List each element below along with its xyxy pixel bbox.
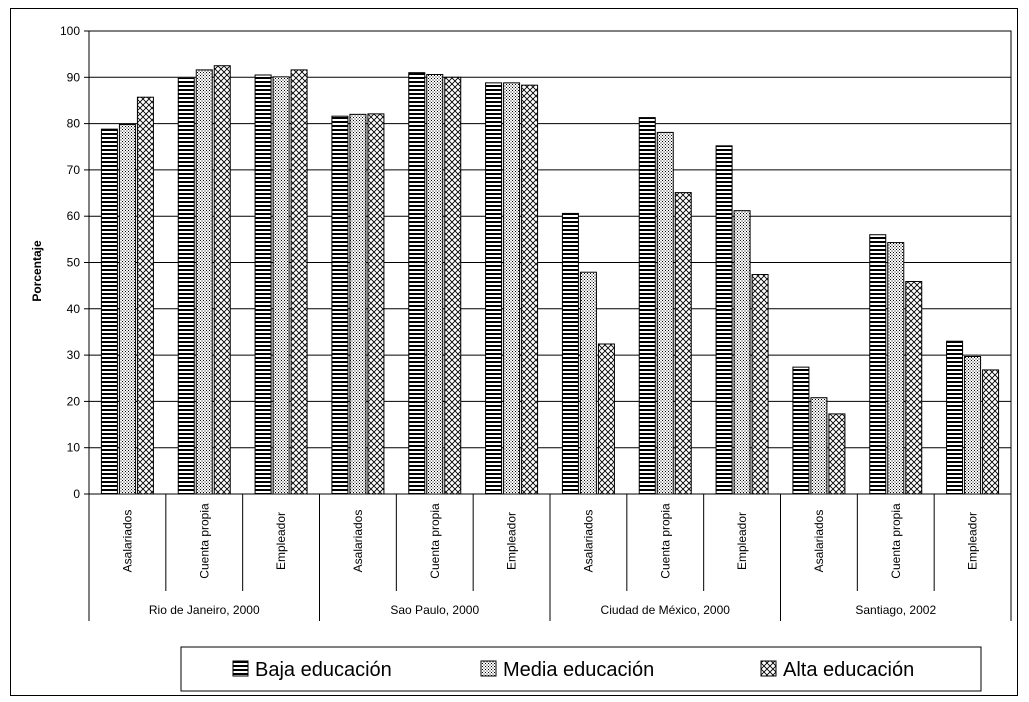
category-label: Asalariados <box>120 510 134 573</box>
y-tick-label: 90 <box>67 70 81 84</box>
category-label: Asalariados <box>581 510 595 573</box>
bar <box>349 113 367 495</box>
category-label: Asalariados <box>812 510 826 573</box>
bar <box>290 69 308 495</box>
y-tick-label: 0 <box>73 487 80 501</box>
bar <box>254 74 272 495</box>
bar <box>946 340 964 495</box>
category-label: Empleador <box>274 512 288 570</box>
bar <box>521 84 539 495</box>
bar <box>444 76 462 495</box>
y-tick-label: 70 <box>67 163 81 177</box>
bar <box>751 274 769 495</box>
bar <box>869 234 887 495</box>
bar <box>828 413 846 495</box>
group-label: Sao Paulo, 2000 <box>390 603 479 617</box>
bar <box>100 128 118 495</box>
bar <box>715 145 733 495</box>
group-label: Santiago, 2002 <box>855 603 936 617</box>
bar <box>503 82 521 495</box>
legend-swatch <box>232 660 249 677</box>
legend: Baja educación Media educación Alta educac… <box>180 646 982 692</box>
legend-box <box>180 646 982 692</box>
category-label: Asalariados <box>351 510 365 573</box>
bar <box>792 366 810 495</box>
bar <box>118 124 136 495</box>
y-tick-label: 20 <box>67 394 81 408</box>
bar <box>561 212 579 495</box>
bar <box>213 65 231 495</box>
y-axis-title: Porcentaje <box>30 240 44 302</box>
category-label: Cuenta propia <box>658 503 672 579</box>
category-label: Cuenta propia <box>889 503 903 579</box>
bar <box>579 271 597 495</box>
axis-labels: 0 10 20 30 40 50 60 70 80 90 100 Asalariados Cuenta … <box>60 24 980 617</box>
legend-swatch <box>480 660 497 677</box>
bar-chart: 0 10 20 30 40 50 60 70 80 90 100 Asalariados Cuenta … <box>30 24 1012 692</box>
legend-label: Alta educación <box>783 659 914 681</box>
y-tick-label: 10 <box>67 441 81 455</box>
bar <box>367 113 385 495</box>
bar <box>733 210 751 495</box>
y-tick-label: 100 <box>60 24 80 38</box>
axes <box>84 30 1012 621</box>
legend-label: Media educación <box>503 659 654 681</box>
bars <box>100 65 1000 495</box>
bar <box>426 74 444 495</box>
bar <box>887 242 905 495</box>
legend-label: Baja educación <box>255 659 392 681</box>
bar <box>136 96 154 495</box>
y-tick-label: 40 <box>67 302 81 316</box>
y-tick-label: 30 <box>67 348 81 362</box>
category-label: Cuenta propia <box>428 503 442 579</box>
category-label: Empleador <box>966 512 980 570</box>
category-label: Empleador <box>735 512 749 570</box>
bar <box>597 343 615 495</box>
bar <box>810 397 828 495</box>
group-label: Ciudad de México, 2000 <box>601 603 731 617</box>
bar <box>964 355 982 495</box>
bar <box>331 115 349 495</box>
bar <box>195 69 213 495</box>
bar <box>674 192 692 495</box>
category-label: Cuenta propia <box>197 503 211 579</box>
bar <box>982 369 1000 495</box>
bar <box>408 72 426 495</box>
y-tick-label: 60 <box>67 209 81 223</box>
bar <box>485 82 503 495</box>
y-tick-label: 80 <box>67 117 81 131</box>
y-tick-label: 50 <box>67 256 81 270</box>
bar <box>905 280 923 495</box>
bar <box>638 117 656 495</box>
group-label: Rio de Janeiro, 2000 <box>149 603 260 617</box>
bar <box>177 77 195 495</box>
chart-frame: 0 10 20 30 40 50 60 70 80 90 100 Asalariados Cuenta … <box>10 8 1018 696</box>
category-label: Empleador <box>505 512 519 570</box>
bar <box>272 76 290 495</box>
bar <box>656 131 674 495</box>
legend-swatch <box>760 660 777 677</box>
